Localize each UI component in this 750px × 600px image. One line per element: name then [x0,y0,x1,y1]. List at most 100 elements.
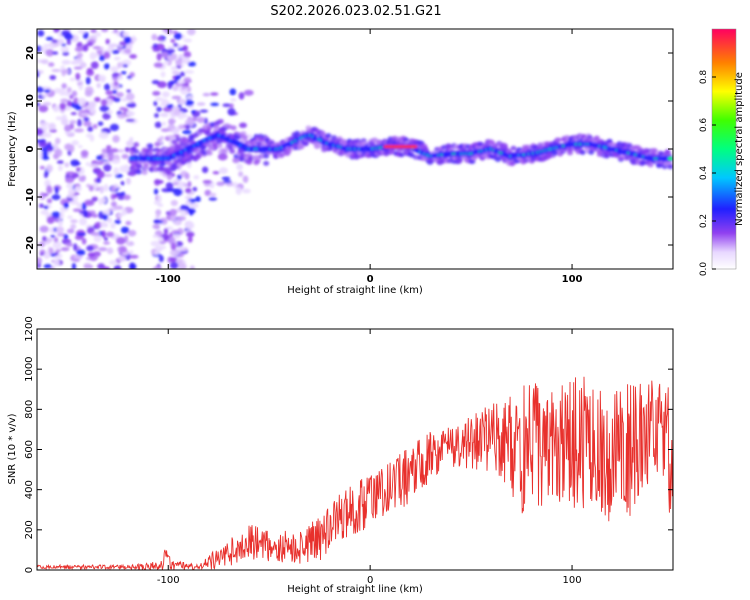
spectrogram-cell [173,233,181,240]
spectrogram-cell [55,116,63,121]
spectrogram-cell [126,89,131,93]
spectrogram-cell [101,230,106,239]
spectrogram-cell [154,141,161,147]
colorbar-tick-label: 0.6 [699,118,709,133]
spectrogram-cell [167,45,175,50]
colorbar-tick-label: 0.8 [699,70,709,85]
spectrogram-cell [93,235,102,243]
spectrogram-cell [83,209,89,218]
spectrogram-cell [129,254,139,259]
spectrogram-cell [178,124,185,130]
spectrogram-cell [170,38,176,43]
y-tick-label: 10 [25,94,36,108]
spectrogram-cell [73,66,83,70]
spectrogram-cell [46,198,53,204]
spectrogram-cell [152,48,161,52]
spectrogram-cell [184,195,192,200]
spectrogram-cell [64,91,71,97]
spectrogram-cell [103,63,110,70]
spectrogram-cell [242,175,249,183]
spectrogram-cell [171,128,180,134]
spectrogram-cell [105,38,110,45]
spectrogram-cell [88,185,94,192]
spectrogram-cell [157,245,167,250]
spectrogram-cell [74,128,84,133]
spectrogram-cell [183,38,193,43]
spectrogram-cell [171,229,180,234]
spectrogram-cell [213,124,220,130]
spectrogram-cell [96,177,102,184]
spectrogram-cell [88,101,97,108]
spectrogram-cell [492,143,499,149]
spectrogram-cell [182,114,188,118]
colorbar-gradient [712,29,736,269]
spectrogram-cell [79,62,87,69]
spectrogram-cell [40,59,49,65]
spectrogram-cell [217,118,224,124]
spectrogram-cell [82,31,89,40]
spectrogram-cell [37,45,43,53]
spectrogram-cell [59,102,67,110]
spectrogram-cell [167,83,173,90]
spectrogram-cell [75,105,83,111]
spectrogram-cell [236,163,244,171]
spectrogram-cell [49,75,57,81]
spectrogram-cell [124,146,131,153]
spectrogram-cell [176,216,186,221]
spectrogram-cell [69,200,79,205]
spectrogram-cell [155,215,161,219]
spectrogram-cell [99,105,110,112]
spectrogram-cell [241,135,248,141]
spectrogram-cell [56,160,64,165]
spectrogram-cell [166,103,174,109]
spectrogram-cell [586,134,593,140]
spectrogram-cell [66,38,72,46]
spectrogram-cell [64,131,75,135]
y-tick-label: 1000 [24,356,35,381]
figure-title: S202.2026.023.02.51.G21 [270,4,441,19]
spectrogram-cell [114,219,122,225]
spectrogram-cell [45,164,53,173]
snr-background [37,329,673,570]
spectrogram-cell [66,183,74,189]
spectrogram-cell [87,252,96,258]
spectrogram-cell [37,86,45,93]
spectrogram-cell [60,46,70,53]
spectrogram-cell [60,247,70,252]
spectrogram-cell [69,94,74,100]
spectrogram-cell [70,219,78,224]
spectrogram-cell [106,145,112,150]
spectrogram-cell [43,251,51,260]
spectrogram-cell [186,29,196,36]
spectrogram-cell [107,109,113,115]
spectrogram-cell [120,181,125,186]
spectrogram-cell [60,98,69,103]
spectrogram-cell [152,90,161,96]
spectrogram-cell [183,51,192,58]
spectrogram-cell [177,104,182,109]
spectrogram-cell [221,176,231,181]
spectrogram-cell [135,163,142,169]
spectrogram-cell [54,252,59,256]
spectrogram-cell [126,75,132,79]
spectrogram-cell [230,125,237,131]
spectrogram-cell [617,155,624,161]
spectrogram-cell [169,261,179,269]
spectrogram-x-ticks: -100 0 100 [156,29,583,285]
spectrogram-cell [78,175,86,182]
spectrogram-cell [239,122,247,128]
spectrogram-cell [64,33,74,40]
spectrogram-cell [37,102,41,107]
spectrogram-cell [210,92,219,96]
snr-panel: -100 0 100 0 200 400 600 800 1000 1200 Height of… [7,316,674,595]
spectrogram-cell [112,89,118,94]
spectrogram-cell [98,131,109,140]
spectrogram-cell [151,79,160,85]
spectrogram-cell [60,69,70,74]
spectrogram-cell [160,52,169,58]
spectrogram-cell [152,166,159,172]
spectrogram-cell [122,64,129,68]
y-tick-label: 1200 [24,316,35,341]
spectrogram-cell [135,169,142,175]
spectrogram-cell [222,103,231,108]
